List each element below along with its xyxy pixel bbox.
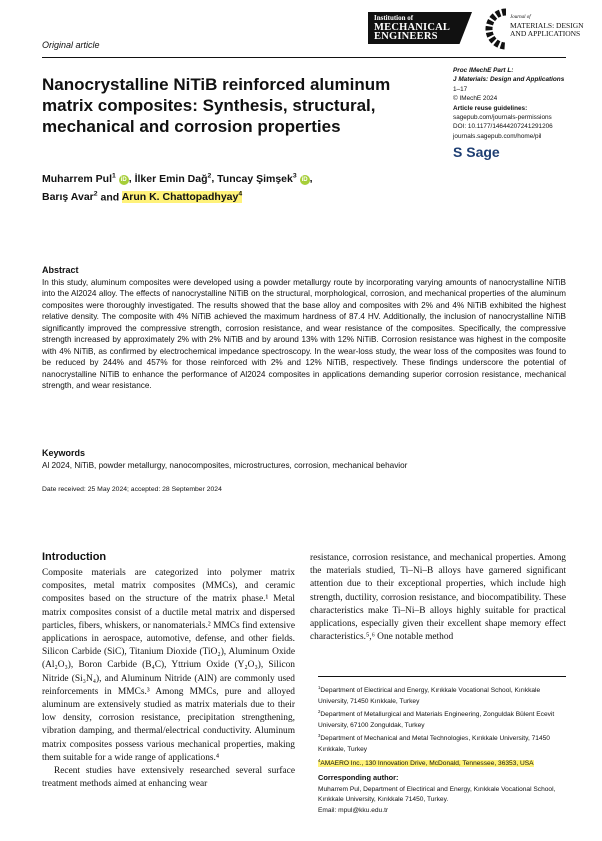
logo-line: ENGINEERS	[374, 31, 438, 42]
body-column-left: Composite materials are categorized into…	[42, 567, 295, 791]
affiliation: 1Department of Electirical and Energy, K…	[318, 685, 541, 705]
logo-line: MECHANICAL	[374, 22, 451, 33]
gear-icon	[485, 8, 507, 50]
paragraph: Composite materials are categorized into…	[42, 568, 295, 763]
logo-line: Institution of	[374, 14, 414, 22]
header-rule	[42, 57, 566, 59]
author[interactable]: İlker Emin Dağ2	[134, 172, 212, 185]
affiliation-highlighted: 4AMAERO Inc., 130 Innovation Drive, McDo…	[318, 757, 534, 767]
author-list: Muharrem Pul1 iD, İlker Emin Dağ2, Tunca…	[42, 172, 313, 204]
keywords-heading: Keywords	[42, 448, 86, 458]
journal-meta: Proc IMechE Part L: J Materials: Design …	[453, 66, 564, 141]
reuse-label: Article reuse guidelines:	[453, 104, 528, 112]
corresponding-heading: Corresponding author:	[318, 773, 399, 783]
paragraph: resistance, corrosion resistance, and me…	[310, 553, 566, 643]
corresponding-text: Muharrem Pul, Department of Electirical …	[318, 785, 556, 804]
author[interactable]: Muharrem Pul1 iD	[42, 172, 129, 185]
author[interactable]: Tuncay Şimşek3 iD	[217, 172, 310, 185]
abstract-heading: Abstract	[42, 265, 79, 275]
email-link[interactable]: Email: mpul@kku.edu.tr	[318, 806, 389, 814]
affiliations: 1Department of Electirical and Energy, K…	[318, 683, 568, 816]
sage-s-icon: S	[453, 144, 467, 160]
intro-heading: Introduction	[42, 551, 107, 563]
journal-line: Proc IMechE Part L:	[453, 67, 514, 74]
reuse-link[interactable]: sagepub.com/journals-permissions	[453, 114, 552, 122]
journal-name: AND APPLICATIONS	[510, 29, 581, 38]
pages: 1–17	[453, 85, 468, 93]
orcid-icon[interactable]: iD	[299, 174, 310, 185]
sage-text: Sage	[466, 144, 500, 160]
author-highlighted[interactable]: Arun K. Chattopadhyay4	[121, 190, 243, 203]
affiliation: 2Department of Metallurgical and Materia…	[318, 709, 555, 729]
dates: Date received: 25 May 2024; accepted: 28…	[42, 486, 222, 493]
orcid-icon[interactable]: iD	[118, 174, 129, 185]
body-column-right: resistance, corrosion resistance, and me…	[310, 552, 566, 644]
author[interactable]: Barış Avar2	[42, 190, 98, 204]
journal-link[interactable]: journals.sagepub.com/home/pil	[453, 132, 542, 140]
article-type: Original article	[42, 40, 100, 50]
doi[interactable]: DOI: 10.1177/14644207241291206	[453, 123, 553, 131]
keywords-text: Al 2024, NiTiB, powder metallurgy, nanoc…	[42, 461, 408, 470]
journal-line: J Materials: Design and Applications	[453, 76, 565, 84]
paragraph: Recent studies have extensively research…	[42, 766, 295, 790]
journal-logo: Journal of MATERIALS: DESIGN AND APPLICA…	[510, 14, 584, 38]
sage-logo: S Sage	[453, 144, 500, 160]
article-title: Nanocrystalline NiTiB reinforced aluminu…	[42, 75, 391, 136]
abstract-text: In this study, aluminum composites were …	[42, 278, 566, 391]
journal-name: MATERIALS: DESIGN	[510, 21, 584, 30]
footnote-rule	[318, 676, 566, 677]
imeche-logo: Institution of MECHANICAL ENGINEERS	[368, 12, 472, 44]
copyright: © IMechE 2024	[453, 95, 498, 103]
affiliation: 3Department of Mechanical and Metal Tech…	[318, 733, 550, 754]
journal-prefix: Journal of	[510, 15, 531, 20]
